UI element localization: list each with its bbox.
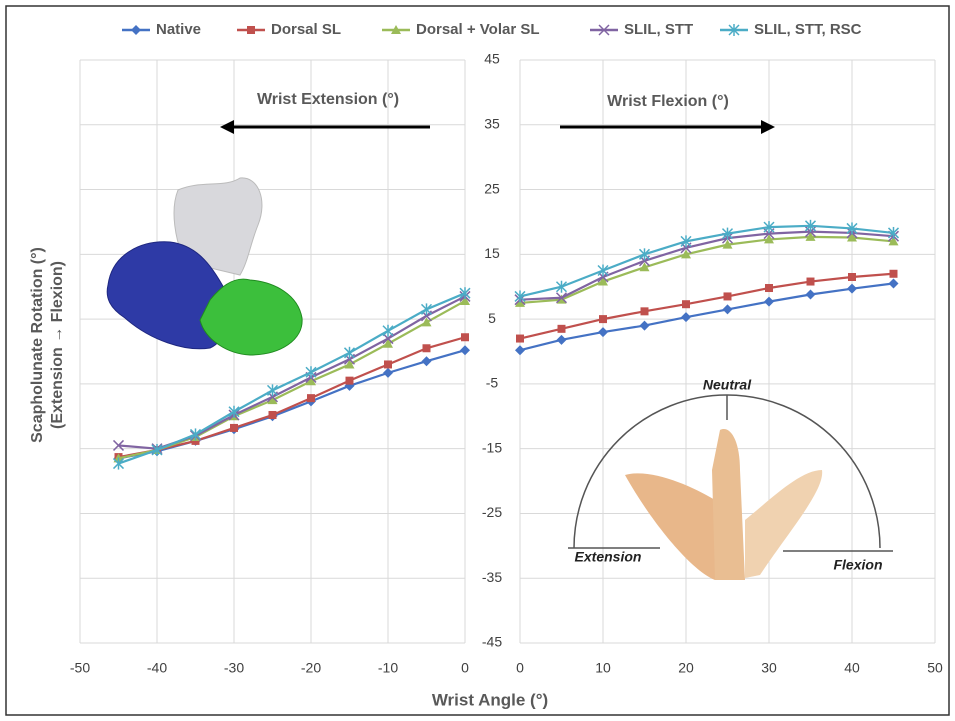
marker <box>423 344 431 352</box>
marker <box>460 345 470 355</box>
x-tick-label: 10 <box>595 660 611 676</box>
y-axis-label-line: Scapholunate Rotation (°) <box>29 247 46 443</box>
x-tick-label: 30 <box>761 660 777 676</box>
marker <box>268 384 278 396</box>
marker <box>847 284 857 294</box>
marker <box>114 458 124 470</box>
annotation-title: Wrist Flexion (°) <box>607 93 729 110</box>
marker <box>269 411 277 419</box>
marker <box>764 297 774 307</box>
y-tick-label: 15 <box>484 245 500 261</box>
grid <box>80 60 935 643</box>
inset-label: Neutral <box>703 377 752 393</box>
series-line <box>520 237 894 303</box>
series-line <box>520 274 894 339</box>
arrowhead <box>761 120 775 134</box>
x-tick-label: 40 <box>844 660 860 676</box>
marker <box>807 278 815 286</box>
legend-label: SLIL, STT <box>624 21 693 38</box>
y-tick-label: 5 <box>488 310 496 326</box>
frame <box>6 6 949 715</box>
marker <box>307 394 315 402</box>
y-axis-label-line: (Extension → Flexion) <box>49 261 66 429</box>
marker <box>682 300 690 308</box>
series-line <box>520 232 894 300</box>
inset-label: Extension <box>575 549 642 565</box>
marker <box>306 366 316 378</box>
legend-item: Native <box>122 21 201 38</box>
bone-illustration <box>107 178 302 355</box>
marker <box>765 284 773 292</box>
marker <box>515 345 525 355</box>
marker <box>724 292 732 300</box>
legend-label: Dorsal + Volar SL <box>416 21 540 38</box>
x-tick-label: -30 <box>224 660 244 676</box>
marker <box>641 307 649 315</box>
y-tick-label: -25 <box>482 504 502 520</box>
y-tick-label: -5 <box>486 375 499 391</box>
marker <box>422 356 432 366</box>
series-line <box>119 337 466 457</box>
legend-label: Native <box>156 21 201 38</box>
marker <box>640 321 650 331</box>
marker <box>598 327 608 337</box>
x-tick-label: 20 <box>678 660 694 676</box>
marker <box>384 360 392 368</box>
x-tick-label: -10 <box>378 660 398 676</box>
legend-item: Dorsal + Volar SL <box>382 21 540 38</box>
chart: Wrist Extension (°) Wrist Flexion (°) Ne… <box>0 0 955 721</box>
marker <box>681 312 691 322</box>
marker <box>889 278 899 288</box>
y-tick-label: -15 <box>482 439 502 455</box>
x-axis-label: Wrist Angle (°) <box>432 690 548 709</box>
y-tick-label: -35 <box>482 569 502 585</box>
marker <box>557 335 567 345</box>
legend-label: SLIL, STT, RSC <box>754 21 862 38</box>
marker <box>383 368 393 378</box>
marker <box>422 303 432 315</box>
marker <box>806 289 816 299</box>
legend-item: SLIL, STT, RSC <box>720 21 862 38</box>
legend-item: SLIL, STT <box>590 21 693 38</box>
marker <box>890 270 898 278</box>
y-tick-label: 45 <box>484 51 500 67</box>
marker <box>131 25 141 35</box>
legend-label: Dorsal SL <box>271 21 341 38</box>
y-tick-label: -45 <box>482 634 502 650</box>
series-line <box>119 350 466 458</box>
marker <box>247 26 255 34</box>
x-tick-label: -50 <box>70 660 90 676</box>
y-tick-label: 25 <box>484 180 500 196</box>
marker <box>598 265 608 277</box>
x-tick-label: 0 <box>461 660 469 676</box>
x-tick-label: -20 <box>301 660 321 676</box>
marker <box>230 424 238 432</box>
inset-label: Flexion <box>833 557 882 573</box>
y-axis-label: Scapholunate Rotation (°) (Extension → F… <box>29 247 66 443</box>
marker <box>516 335 524 343</box>
x-tick-label: -40 <box>147 660 167 676</box>
annotation-title: Wrist Extension (°) <box>257 91 399 108</box>
marker <box>383 325 393 337</box>
marker <box>346 377 354 385</box>
marker <box>599 315 607 323</box>
x-tick-label: 0 <box>516 660 524 676</box>
legend: Native Dorsal SL Dorsal + Volar SL SLIL, ST… <box>122 21 862 38</box>
marker <box>558 325 566 333</box>
marker <box>345 347 355 359</box>
y-tick-label: 35 <box>484 115 500 131</box>
marker <box>848 273 856 281</box>
x-tick-label: 50 <box>927 660 943 676</box>
marker <box>723 304 733 314</box>
arrowhead <box>220 120 234 134</box>
marker <box>461 333 469 341</box>
legend-item: Dorsal SL <box>237 21 341 38</box>
